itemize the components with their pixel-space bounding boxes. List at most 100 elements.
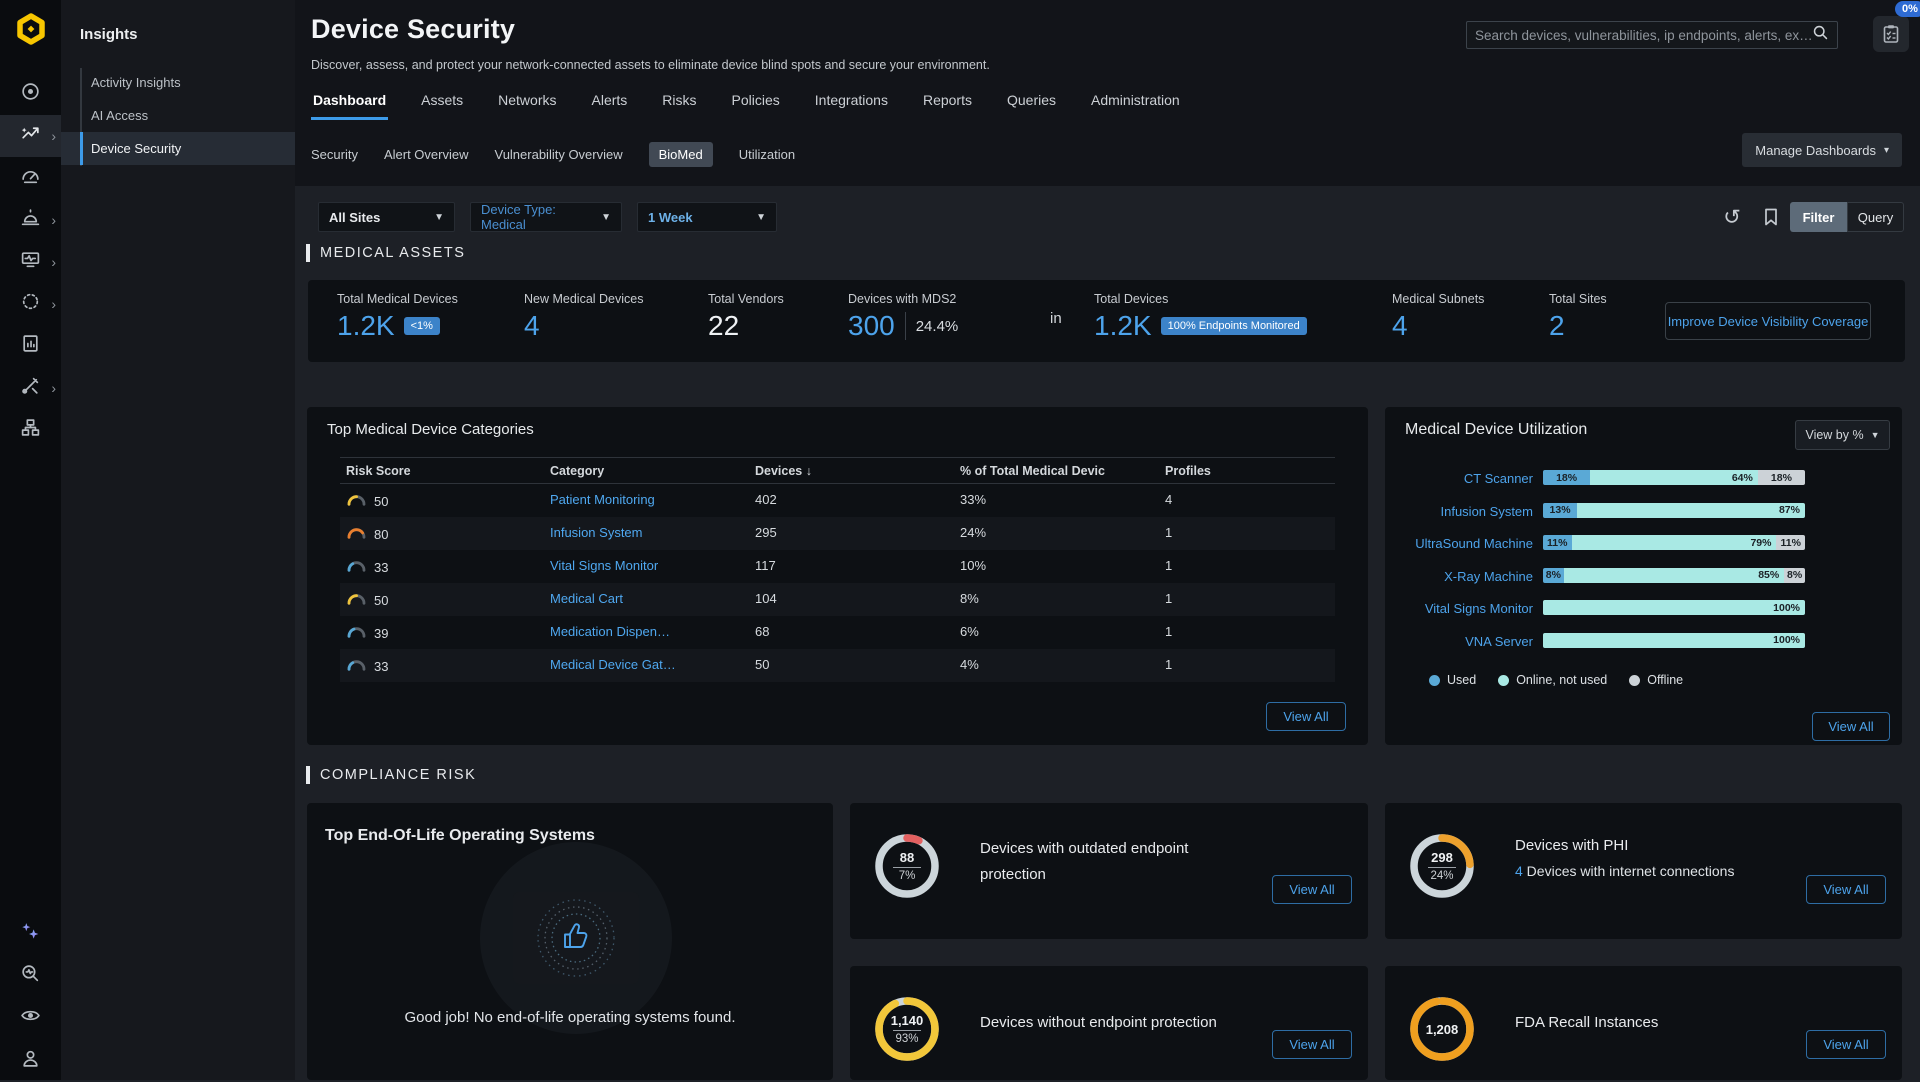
utilization-category-label[interactable]: Vital Signs Monitor <box>1424 601 1533 616</box>
tab-networks[interactable]: Networks <box>498 92 557 108</box>
compliance-view-all-button[interactable]: View All <box>1272 875 1352 904</box>
site-filter-dropdown[interactable]: All Sites ▼ <box>318 202 455 232</box>
risk-score-cell: 80 <box>346 525 388 543</box>
column-header-devices[interactable]: Devices ↓ <box>755 464 812 478</box>
time-range-dropdown[interactable]: 1 Week ▼ <box>637 202 777 232</box>
tasks-clipboard-button[interactable] <box>1873 16 1909 52</box>
bookmark-icon[interactable] <box>1758 204 1784 230</box>
utilization-category-label[interactable]: UltraSound Machine <box>1415 536 1533 551</box>
sidebar-item-policy-dots[interactable]: › <box>0 283 61 325</box>
pct-cell: 33% <box>960 492 987 507</box>
category-link[interactable]: Patient Monitoring <box>550 492 655 507</box>
tab-policies[interactable]: Policies <box>731 92 780 108</box>
table-row[interactable]: 39 Medication Dispen… 68 6% 1 <box>340 616 1335 649</box>
compliance-view-all-button[interactable]: View All <box>1806 1030 1886 1059</box>
compliance-view-all-button[interactable]: View All <box>1806 875 1886 904</box>
subtab-biomed[interactable]: BioMed <box>648 141 713 167</box>
sidebar-item-activity-insights[interactable]: Activity Insights <box>91 75 181 90</box>
utilization-view-all-button[interactable]: View All <box>1812 712 1890 741</box>
devices-cell: 295 <box>755 525 777 540</box>
view-by-dropdown[interactable]: View by % ▼ <box>1795 420 1890 450</box>
table-row[interactable]: 33 Vital Signs Monitor 117 10% 1 <box>340 550 1335 583</box>
sidebar-item-visibility-eye[interactable] <box>0 997 61 1039</box>
tab-queries[interactable]: Queries <box>1006 92 1057 108</box>
sidebar-item-reports[interactable] <box>0 325 61 367</box>
search-icon[interactable] <box>1812 24 1829 46</box>
sidebar-item-device-security[interactable]: Device Security <box>61 132 295 165</box>
utilization-category-label[interactable]: VNA Server <box>1465 633 1533 649</box>
donut-fraction-line <box>893 867 921 868</box>
stat-devices-with-mds2: Devices with MDS2 300 24.4% <box>848 292 958 342</box>
bar-segment-offline: 8% <box>1784 567 1805 583</box>
donut-chart: 88 7% <box>871 830 943 902</box>
subtab-utilization[interactable]: Utilization <box>738 146 796 162</box>
tab-assets[interactable]: Assets <box>421 92 464 108</box>
stat-value: 4 <box>1392 310 1408 341</box>
filter-toggle-button[interactable]: Filter <box>1790 202 1847 232</box>
chevron-right-icon: › <box>51 296 56 312</box>
subtab-alert-overview[interactable]: Alert Overview <box>383 146 469 162</box>
donut-fraction-line <box>893 1030 921 1031</box>
sort-desc-icon[interactable]: ↓ <box>802 464 812 478</box>
compliance-card-2: 298 24% Devices with PHI 4 Devices with int… <box>1385 803 1902 939</box>
compliance-view-all-button[interactable]: View All <box>1272 1030 1352 1059</box>
category-cell: Medication Dispen… <box>550 624 670 639</box>
stat-value: 2 <box>1549 310 1565 341</box>
tab-reports[interactable]: Reports <box>922 92 972 108</box>
utilization-category-label[interactable]: X-Ray Machine <box>1444 568 1533 584</box>
search-input[interactable] <box>1475 27 1812 43</box>
categories-view-all-button[interactable]: View All <box>1266 702 1346 731</box>
view-all-label: View All <box>1283 709 1329 724</box>
column-header-profiles[interactable]: Profiles <box>1165 464 1211 478</box>
utilization-category-label[interactable]: Infusion System <box>1440 503 1534 519</box>
table-row[interactable]: 50 Medical Cart 104 8% 1 <box>340 583 1335 616</box>
tools-icon <box>20 375 41 401</box>
table-row[interactable]: 80 Infusion System 295 24% 1 <box>340 517 1335 550</box>
category-link[interactable]: Vital Signs Monitor <box>550 558 659 573</box>
sidebar-item-gauge[interactable] <box>0 157 61 199</box>
utilization-legend: Used Online, not used Offline <box>1429 673 1683 687</box>
sidebar-item-ai-sparkles[interactable] <box>0 913 61 955</box>
query-toggle-button[interactable]: Query <box>1847 202 1904 232</box>
tab-integrations[interactable]: Integrations <box>814 92 888 108</box>
sidebar-item-user[interactable] <box>0 1040 61 1082</box>
sidebar-item-alarm[interactable]: › <box>0 199 61 241</box>
sidebar-item-investigate[interactable] <box>0 955 61 997</box>
global-search[interactable] <box>1466 21 1838 49</box>
pct-cell: 24% <box>960 525 987 540</box>
category-link[interactable]: Infusion System <box>550 525 643 540</box>
bar-segment-online-not-used: 79% <box>1571 535 1777 550</box>
sidebar-item-ai-access[interactable]: AI Access <box>91 108 149 123</box>
armis-logo-icon[interactable] <box>15 13 47 45</box>
sidebar-item-radar[interactable] <box>0 73 61 115</box>
tab-dashboard[interactable]: Dashboard <box>311 86 389 120</box>
column-header-category[interactable]: Category <box>550 464 605 478</box>
column-header--of-total-medical-devic[interactable]: % of Total Medical Devic <box>960 464 1105 478</box>
sidebar-item-device-monitor[interactable]: › <box>0 241 61 283</box>
reset-refresh-icon[interactable]: ↺ <box>1723 205 1741 229</box>
tab-risks[interactable]: Risks <box>662 92 697 108</box>
improve-visibility-button[interactable]: Improve Device Visibility Coverage <box>1665 302 1871 340</box>
table-row[interactable]: 33 Medical Device Gat… 50 4% 1 <box>340 649 1335 682</box>
tab-alerts[interactable]: Alerts <box>591 92 628 108</box>
category-link[interactable]: Medical Device Gat… <box>550 657 676 672</box>
sidebar-item-network[interactable] <box>0 409 61 451</box>
medical-assets-section-header: MEDICAL ASSETS <box>306 244 465 262</box>
manage-dashboards-button[interactable]: Manage Dashboards ▾ <box>1742 133 1902 167</box>
subtab-security[interactable]: Security <box>311 146 358 162</box>
column-header-risk-score[interactable]: Risk Score <box>346 464 411 478</box>
table-row[interactable]: 50 Patient Monitoring 402 33% 4 <box>340 484 1335 517</box>
category-cell: Infusion System <box>550 525 643 540</box>
category-link[interactable]: Medication Dispen… <box>550 624 670 639</box>
bar-segment-used: 13% <box>1543 502 1578 518</box>
pct-cell: 10% <box>960 558 987 573</box>
sidebar-item-tools[interactable]: › <box>0 367 61 409</box>
sub-count: 4 <box>1515 863 1523 879</box>
categories-panel-title: Top Medical Device Categories <box>327 421 534 438</box>
sidebar-item-insights[interactable]: › <box>0 115 61 157</box>
utilization-category-label[interactable]: CT Scanner <box>1463 471 1533 486</box>
device-type-filter-dropdown[interactable]: Device Type: Medical ▼ <box>470 202 622 232</box>
tab-administration[interactable]: Administration <box>1091 92 1180 108</box>
category-link[interactable]: Medical Cart <box>550 591 623 606</box>
subtab-vulnerability-overview[interactable]: Vulnerability Overview <box>494 146 623 162</box>
